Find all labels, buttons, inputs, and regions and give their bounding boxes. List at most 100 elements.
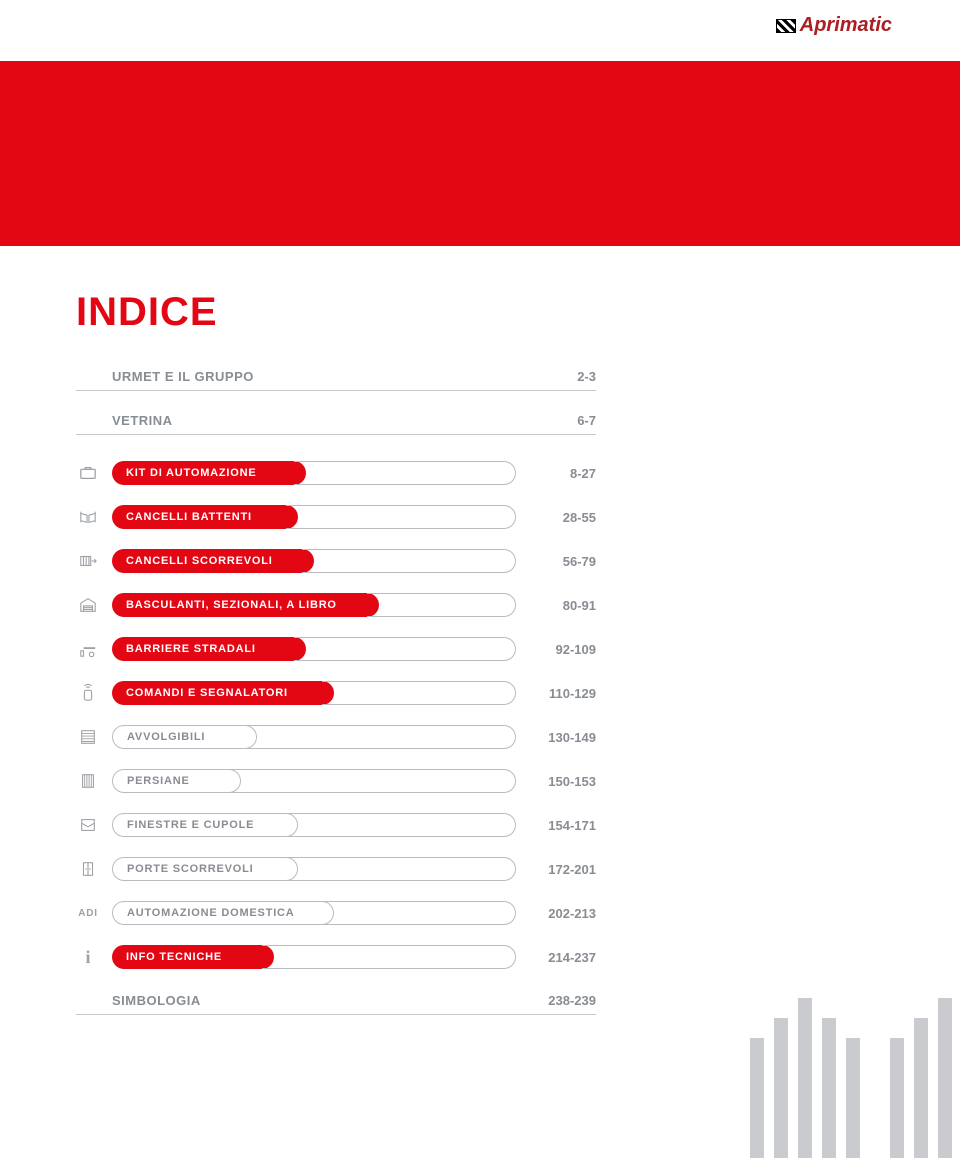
toc-pill: AUTOMAZIONE DOMESTICA bbox=[112, 901, 516, 925]
roller-icon bbox=[76, 728, 100, 746]
toc-pill-rest bbox=[294, 461, 516, 485]
shutter-icon bbox=[76, 772, 100, 790]
toc-pill-fill: CANCELLI BATTENTI bbox=[112, 505, 298, 529]
toc-pill-fill: AUTOMAZIONE DOMESTICA bbox=[112, 901, 334, 925]
toc-pill-rest bbox=[286, 857, 516, 881]
toc-pill: CANCELLI BATTENTI bbox=[112, 505, 516, 529]
toc-row-pill: KIT DI AUTOMAZIONE 8-27 bbox=[76, 461, 596, 485]
toc-pages: 56-79 bbox=[516, 554, 596, 569]
toc-pill-fill: KIT DI AUTOMAZIONE bbox=[112, 461, 306, 485]
toc-pill: FINESTRE E CUPOLE bbox=[112, 813, 516, 837]
window-icon bbox=[76, 816, 100, 834]
toc-pages: 214-237 bbox=[516, 950, 596, 965]
toc-pill-label: INFO TECNICHE bbox=[126, 951, 222, 963]
info-icon: i bbox=[76, 947, 100, 968]
toc-row-pill: BASCULANTI, SEZIONALI, A LIBRO 80-91 bbox=[76, 593, 596, 617]
toc-pill-label: CANCELLI BATTENTI bbox=[126, 511, 252, 523]
toc-pill-label: FINESTRE E CUPOLE bbox=[127, 819, 254, 831]
toc-pill-rest bbox=[286, 505, 516, 529]
toc-pill-fill: PERSIANE bbox=[112, 769, 241, 793]
toc-pill: BASCULANTI, SEZIONALI, A LIBRO bbox=[112, 593, 516, 617]
toc-pill-label: COMANDI E SEGNALATORI bbox=[126, 687, 288, 699]
toc-pages: 202-213 bbox=[516, 906, 596, 921]
toc-pill-label: AUTOMAZIONE DOMESTICA bbox=[127, 907, 295, 919]
toc-pill: AVVOLGIBILI bbox=[112, 725, 516, 749]
toc-pill-label: KIT DI AUTOMAZIONE bbox=[126, 467, 257, 479]
toc-row-pill: ADI AUTOMAZIONE DOMESTICA 202-213 bbox=[76, 901, 596, 925]
flag-icon bbox=[776, 19, 796, 33]
toc-row-pill: PORTE SCORREVOLI 172-201 bbox=[76, 857, 596, 881]
barrier-icon bbox=[76, 640, 100, 658]
toc-row-plain: VETRINA 6-7 bbox=[76, 409, 596, 435]
toc-pill-rest bbox=[294, 637, 516, 661]
toc-pill-label: AVVOLGIBILI bbox=[127, 731, 205, 743]
toc-label: VETRINA bbox=[76, 413, 516, 428]
toc-pages: 2-3 bbox=[516, 369, 596, 384]
toc-pill: CANCELLI SCORREVOLI bbox=[112, 549, 516, 573]
toc-pill-label: BASCULANTI, SEZIONALI, A LIBRO bbox=[126, 599, 337, 611]
toc-pill-rest bbox=[245, 725, 516, 749]
door-icon bbox=[76, 860, 100, 878]
toc-row-pill: CANCELLI SCORREVOLI 56-79 bbox=[76, 549, 596, 573]
toc-pages: 28-55 bbox=[516, 510, 596, 525]
toc-pill-label: CANCELLI SCORREVOLI bbox=[126, 555, 273, 567]
toc-pages: 150-153 bbox=[516, 774, 596, 789]
toc-row-plain: URMET E IL GRUPPO 2-3 bbox=[76, 365, 596, 391]
toc-pill-fill: COMANDI E SEGNALATORI bbox=[112, 681, 334, 705]
toc-pill: INFO TECNICHE bbox=[112, 945, 516, 969]
toc-label: SIMBOLOGIA bbox=[76, 993, 516, 1008]
brand-logo: Aprimatic bbox=[776, 14, 892, 37]
toc-row-pill: AVVOLGIBILI 130-149 bbox=[76, 725, 596, 749]
gate-decoration-icon bbox=[740, 938, 960, 1158]
brand-name: Aprimatic bbox=[800, 14, 892, 37]
toc-pill-label: BARRIERE STRADALI bbox=[126, 643, 256, 655]
page-title: INDICE bbox=[76, 290, 596, 335]
toc-row-pill: i INFO TECNICHE 214-237 bbox=[76, 945, 596, 969]
toc-pill: PORTE SCORREVOLI bbox=[112, 857, 516, 881]
toc-pages: 238-239 bbox=[516, 993, 596, 1008]
toc-pill-rest bbox=[367, 593, 516, 617]
toc-pill-fill: INFO TECNICHE bbox=[112, 945, 274, 969]
toc-pill-fill: BARRIERE STRADALI bbox=[112, 637, 306, 661]
toc-pages: 130-149 bbox=[516, 730, 596, 745]
toc-pill-rest bbox=[229, 769, 516, 793]
toc-pill: KIT DI AUTOMAZIONE bbox=[112, 461, 516, 485]
toc-pill-fill: PORTE SCORREVOLI bbox=[112, 857, 298, 881]
toc-pill-fill: AVVOLGIBILI bbox=[112, 725, 257, 749]
sliding-icon bbox=[76, 552, 100, 570]
toc-label: URMET E IL GRUPPO bbox=[76, 369, 516, 384]
toc-pill: BARRIERE STRADALI bbox=[112, 637, 516, 661]
toc-pill-rest bbox=[322, 901, 516, 925]
toc-row-plain: SIMBOLOGIA 238-239 bbox=[76, 989, 596, 1015]
toc-pages: 172-201 bbox=[516, 862, 596, 877]
toc-pill: COMANDI E SEGNALATORI bbox=[112, 681, 516, 705]
toc-pill-rest bbox=[286, 813, 516, 837]
toc-pill-fill: BASCULANTI, SEZIONALI, A LIBRO bbox=[112, 593, 379, 617]
garage-icon bbox=[76, 596, 100, 614]
header-band bbox=[0, 61, 960, 246]
toc-row-pill: COMANDI E SEGNALATORI 110-129 bbox=[76, 681, 596, 705]
toc-pages: 110-129 bbox=[516, 686, 596, 701]
toc-pill-rest bbox=[262, 945, 516, 969]
toc-pages: 80-91 bbox=[516, 598, 596, 613]
swing-icon bbox=[76, 508, 100, 526]
toc-pill-label: PORTE SCORREVOLI bbox=[127, 863, 253, 875]
toc-pill-fill: FINESTRE E CUPOLE bbox=[112, 813, 298, 837]
toc-row-pill: FINESTRE E CUPOLE 154-171 bbox=[76, 813, 596, 837]
remote-icon bbox=[76, 684, 100, 702]
adi-icon: ADI bbox=[76, 908, 100, 919]
toc-row-pill: PERSIANE 150-153 bbox=[76, 769, 596, 793]
toc-pill-rest bbox=[302, 549, 516, 573]
toc-pages: 6-7 bbox=[516, 413, 596, 428]
toc-pill-fill: CANCELLI SCORREVOLI bbox=[112, 549, 314, 573]
toc-pill: PERSIANE bbox=[112, 769, 516, 793]
toc-row-pill: BARRIERE STRADALI 92-109 bbox=[76, 637, 596, 661]
toc-pages: 8-27 bbox=[516, 466, 596, 481]
index-content: INDICE URMET E IL GRUPPO 2-3 VETRINA 6-7… bbox=[76, 290, 596, 1033]
toc-pages: 154-171 bbox=[516, 818, 596, 833]
kit-icon bbox=[76, 464, 100, 482]
toc-pages: 92-109 bbox=[516, 642, 596, 657]
toc-pill-label: PERSIANE bbox=[127, 775, 190, 787]
toc-row-pill: CANCELLI BATTENTI 28-55 bbox=[76, 505, 596, 529]
toc-pill-rest bbox=[322, 681, 516, 705]
